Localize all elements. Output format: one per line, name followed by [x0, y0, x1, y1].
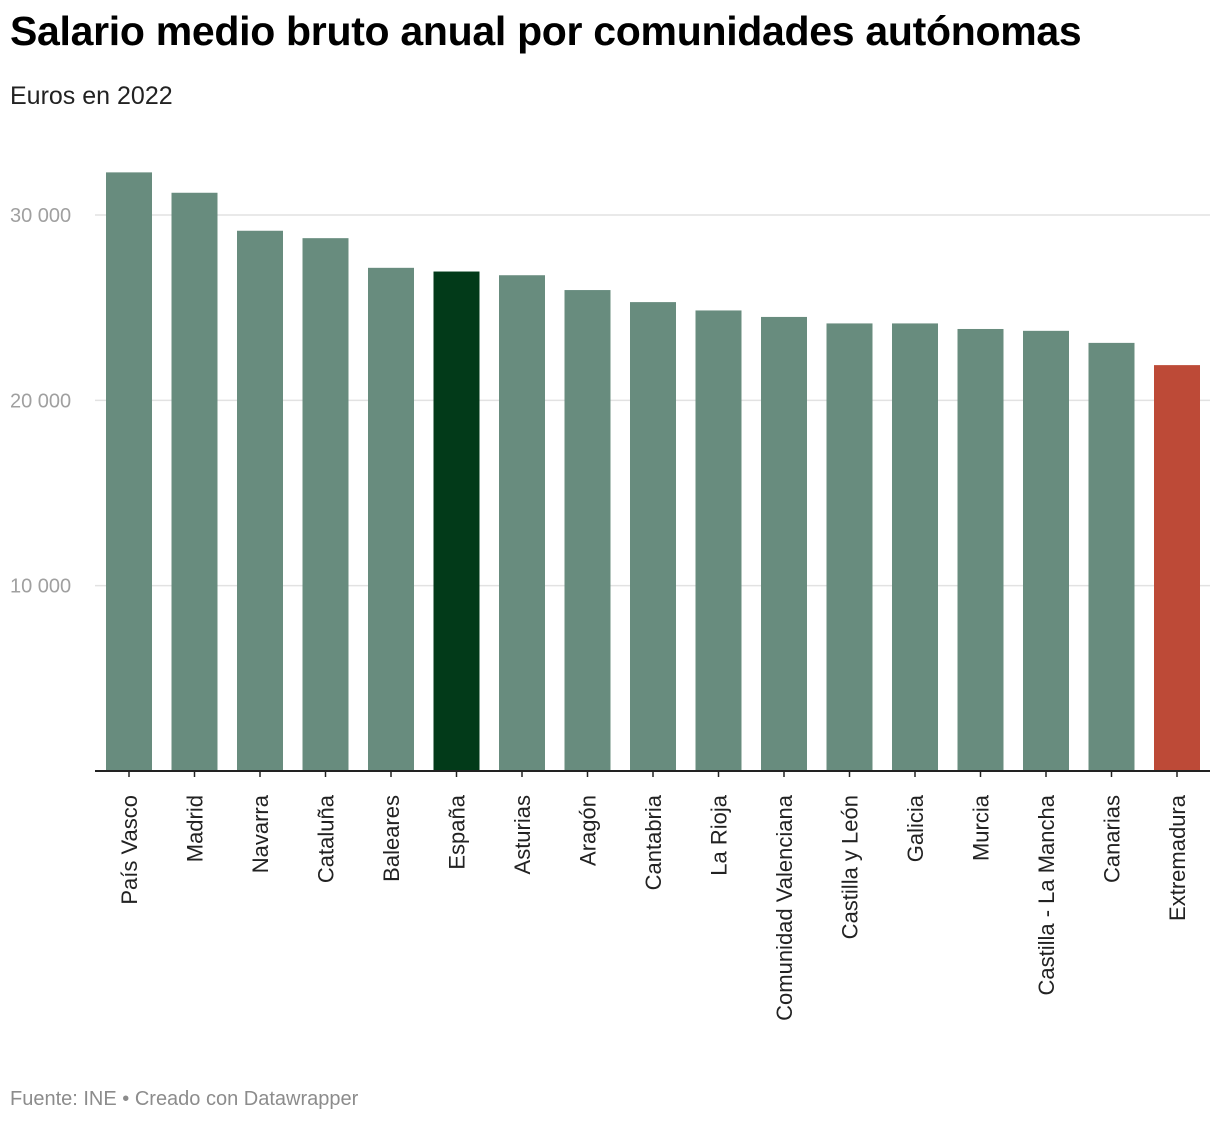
y-axis-labels: 10 000 20 000 30 000: [10, 205, 71, 598]
chart-subtitle: Euros en 2022: [10, 82, 173, 110]
bar: [957, 328, 1004, 771]
y-tick-label: 20 000: [10, 390, 71, 412]
x-tick-label: Extremadura: [1165, 794, 1190, 921]
bars: [106, 172, 1200, 772]
bar: [892, 323, 938, 771]
x-tick-label: Galicia: [903, 794, 928, 862]
source-footer: Fuente: INE • Creado con Datawrapper: [10, 1088, 359, 1110]
bar: [564, 290, 611, 771]
x-tick-label: Navarra: [248, 794, 273, 873]
x-tick-label: Comunidad Valenciana: [772, 794, 797, 1021]
x-tick-label: Cataluña: [314, 794, 339, 883]
bar: [1023, 330, 1069, 771]
bar: [826, 323, 873, 771]
x-axis-labels: País Vasco Madrid Navarra Cataluña Baleares E…: [117, 794, 1190, 1021]
bar: [171, 192, 218, 771]
bar: [433, 271, 480, 771]
x-tick-label: Aragón: [576, 795, 601, 866]
x-tick-label: Baleares: [379, 795, 404, 882]
x-tick-label: País Vasco: [117, 795, 142, 905]
bar: [368, 267, 414, 771]
x-tick-label: La Rioja: [707, 794, 732, 875]
chart-title: Salario medio bruto anual por comunidade…: [10, 8, 1082, 54]
bar: [1088, 342, 1135, 771]
bar: [630, 302, 676, 771]
bar: [1154, 365, 1200, 771]
bar: [106, 172, 152, 771]
x-tick-label: Madrid: [183, 795, 208, 862]
bar: [761, 316, 807, 771]
bar: [302, 238, 349, 771]
x-tick-label: Canarias: [1100, 795, 1125, 883]
x-tick-label: Cantabria: [641, 794, 666, 890]
bar: [695, 310, 742, 771]
x-tick-label: Castilla y León: [838, 795, 863, 939]
x-axis: [95, 770, 1210, 777]
y-tick-label: 30 000: [10, 205, 71, 227]
bar: [237, 230, 283, 772]
y-tick-label: 10 000: [10, 576, 71, 598]
x-tick-label: Murcia: [969, 794, 994, 861]
x-tick-label: Castilla - La Mancha: [1034, 794, 1059, 995]
bar: [499, 275, 545, 771]
x-tick-label: Asturias: [510, 795, 535, 874]
x-tick-label: España: [445, 794, 470, 869]
